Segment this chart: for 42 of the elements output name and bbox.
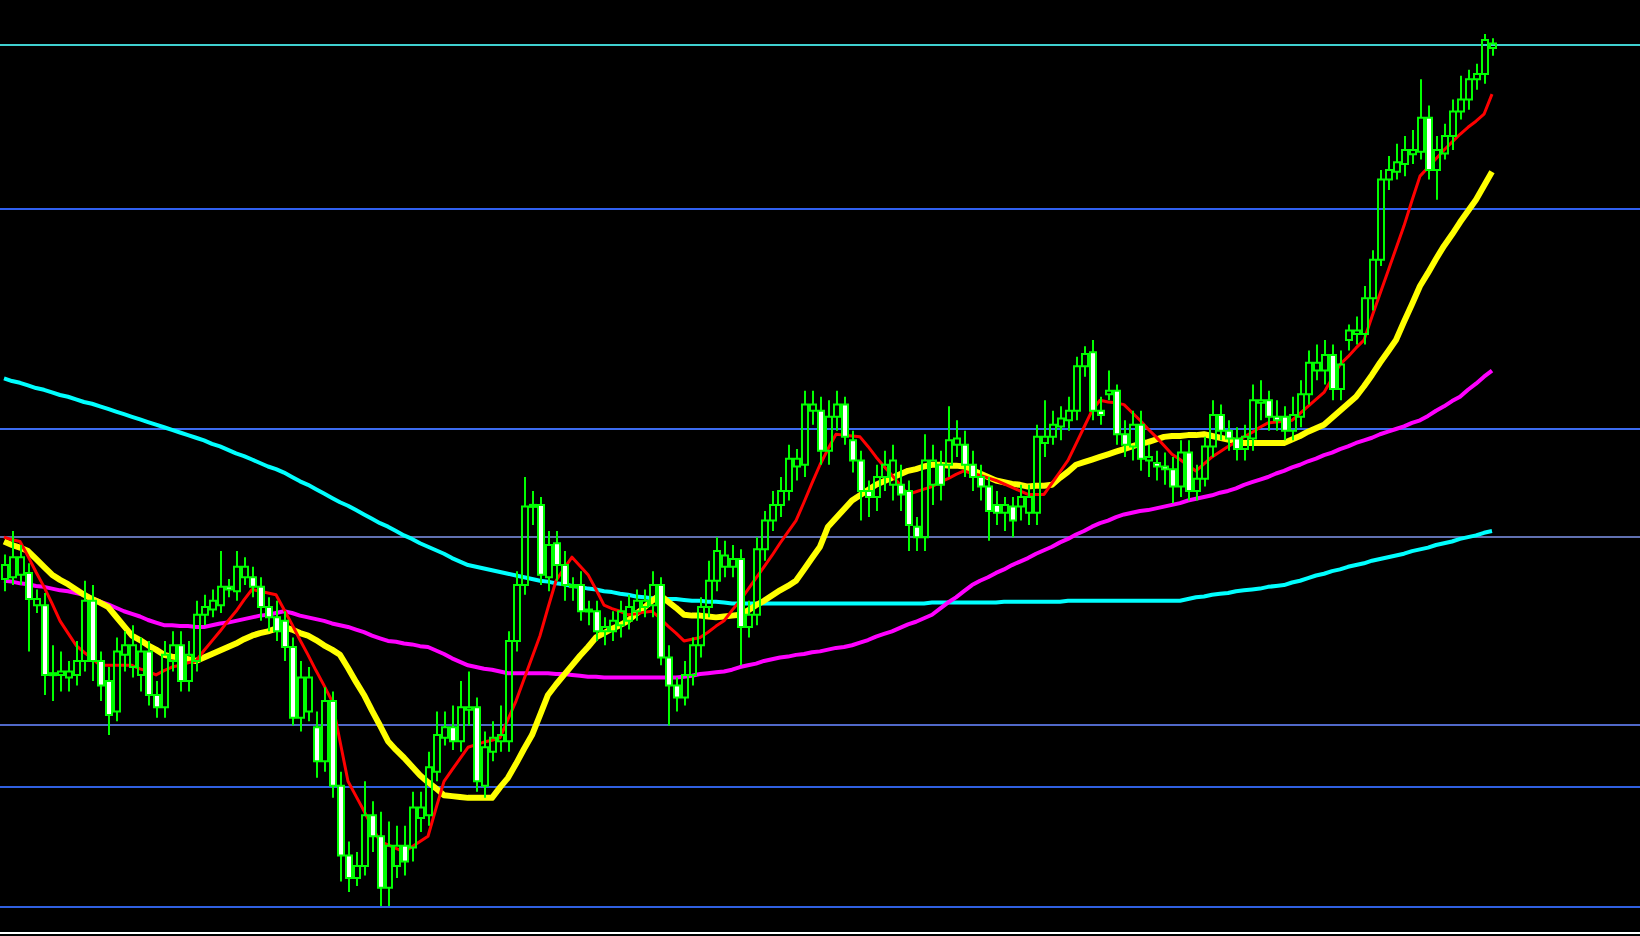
candlestick xyxy=(1137,409,1145,472)
candlestick xyxy=(1481,33,1489,85)
candlestick xyxy=(1321,339,1329,386)
candlestick xyxy=(1233,426,1241,462)
candlestick xyxy=(633,588,641,622)
candlestick xyxy=(1337,349,1345,402)
candlestick xyxy=(921,433,929,553)
candlestick xyxy=(1329,343,1337,402)
candlestick xyxy=(233,550,241,602)
candlestick xyxy=(1169,455,1177,505)
candlestick xyxy=(577,570,585,622)
candlestick xyxy=(1185,439,1193,502)
candlestick xyxy=(385,820,393,907)
candlestick xyxy=(217,550,225,615)
candlestick xyxy=(721,539,729,579)
candlestick xyxy=(1129,409,1137,462)
candlestick xyxy=(161,639,169,719)
candlestick xyxy=(537,496,545,587)
candlestick xyxy=(1001,496,1009,533)
candlestick xyxy=(1281,405,1289,442)
candlestick xyxy=(9,530,17,587)
candlestick xyxy=(1249,383,1257,452)
candlestick xyxy=(1401,135,1409,178)
candlestick xyxy=(41,591,49,696)
candlestick xyxy=(57,650,65,693)
candlestick xyxy=(817,395,825,466)
candlestick xyxy=(1089,339,1097,422)
candlestick xyxy=(1273,399,1281,432)
candlestick xyxy=(449,704,457,751)
candlestick xyxy=(601,616,609,647)
candlestick xyxy=(1057,405,1065,442)
candlestick xyxy=(177,630,185,693)
candlestick xyxy=(625,593,633,631)
candlestick xyxy=(1345,323,1353,352)
candlestick xyxy=(1177,439,1185,499)
candlestick xyxy=(617,599,625,639)
candlestick xyxy=(801,389,809,478)
candlestick xyxy=(825,399,833,466)
candlestick xyxy=(593,599,601,642)
candlestick xyxy=(1153,449,1161,482)
candlestick xyxy=(1465,68,1473,111)
candlestick xyxy=(737,548,745,667)
